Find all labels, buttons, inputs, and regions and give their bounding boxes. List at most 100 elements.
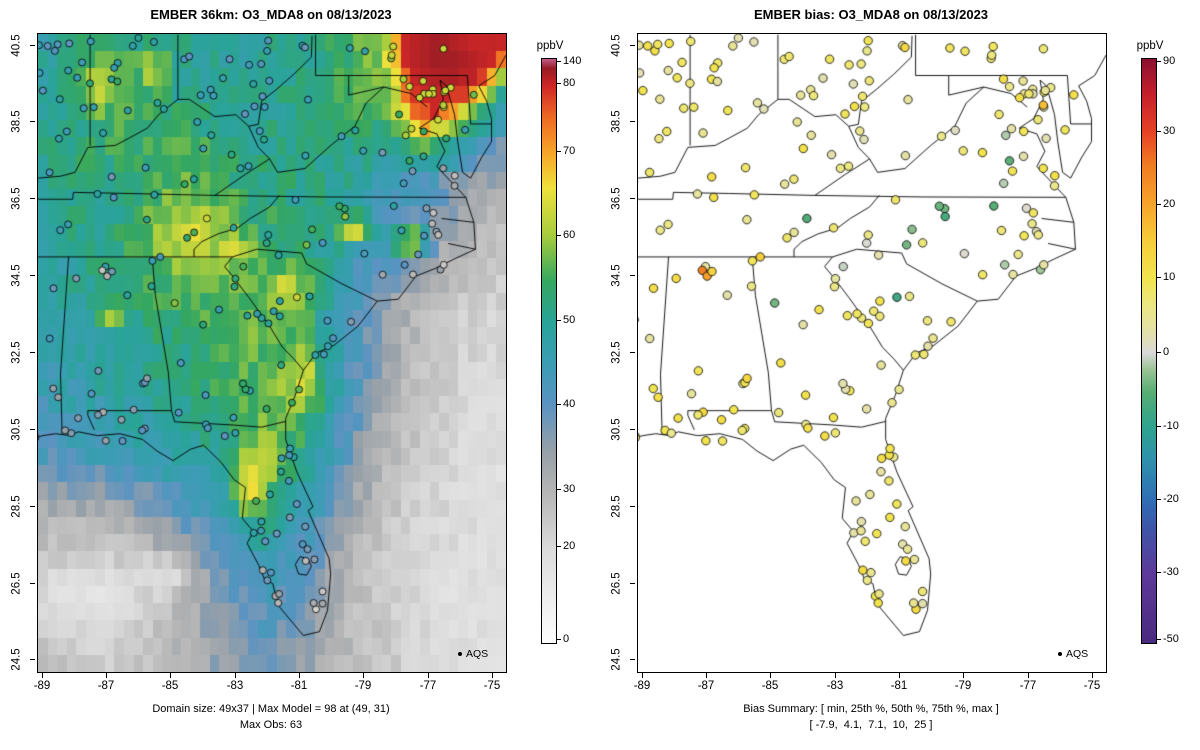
colorbar-tick-label: 90	[1163, 55, 1176, 67]
x-tick-mark	[1092, 673, 1093, 678]
x-tick-label: -75	[1083, 680, 1101, 692]
x-tick-mark	[706, 673, 707, 678]
colorbar-tick-mark	[1157, 61, 1161, 62]
colorbar-tick-label: 70	[563, 145, 576, 157]
y-tick-label: 38.5	[610, 110, 623, 133]
y-tick-label: 28.5	[610, 495, 623, 518]
colorbar-tick-mark	[1157, 352, 1161, 353]
y-tick-mark	[630, 429, 635, 430]
model-colorbar-unit: ppbV	[536, 40, 564, 52]
x-tick-mark	[42, 673, 43, 678]
aqs-dot-icon	[1058, 652, 1062, 656]
y-tick-mark	[630, 45, 635, 46]
x-tick-label: -81	[290, 680, 308, 692]
x-tick-mark	[1028, 673, 1029, 678]
colorbar-tick-mark	[557, 151, 561, 152]
y-tick-label: 30.5	[10, 418, 23, 441]
colorbar-tick-label: 60	[563, 229, 576, 241]
colorbar-tick-label: 80	[563, 77, 576, 89]
y-tick-label: 34.5	[10, 264, 23, 287]
model-caption-line2: Max Obs: 63	[239, 719, 303, 731]
colorbar-tick-label: 40	[563, 398, 576, 410]
y-tick-mark	[30, 352, 35, 353]
x-tick-label: -83	[826, 680, 844, 692]
colorbar-tick-label: -30	[1163, 566, 1179, 578]
colorbar-tick-mark	[1157, 204, 1161, 205]
x-tick-label: -89	[633, 680, 651, 692]
x-tick-mark	[899, 673, 900, 678]
y-tick-mark	[30, 429, 35, 430]
x-tick-label: -87	[97, 680, 115, 692]
model-panel-title: EMBER 36km: O3_MDA8 on 08/13/2023	[150, 7, 392, 22]
bias-panel-title: EMBER bias: O3_MDA8 on 08/13/2023	[753, 7, 989, 22]
y-tick-mark	[630, 506, 635, 507]
y-tick-label: 40.5	[610, 34, 623, 57]
colorbar-tick-mark	[557, 404, 561, 405]
x-tick-label: -79	[354, 680, 372, 692]
aqs-dot-icon	[458, 652, 462, 656]
x-tick-mark	[642, 673, 643, 678]
model-map-canvas	[37, 33, 507, 673]
colorbar-tick-mark	[557, 489, 561, 490]
y-tick-label: 38.5	[10, 110, 23, 133]
y-tick-mark	[630, 583, 635, 584]
colorbar-tick-label: -50	[1163, 633, 1179, 645]
colorbar-tick-mark	[557, 61, 561, 62]
x-tick-label: -75	[483, 680, 501, 692]
x-tick-label: -77	[1019, 680, 1037, 692]
x-tick-label: -87	[697, 680, 715, 692]
y-tick-label: 32.5	[610, 341, 623, 364]
x-tick-label: -77	[419, 680, 437, 692]
colorbar-tick-mark	[1157, 639, 1161, 640]
y-tick-label: 36.5	[610, 187, 623, 210]
colorbar-tick-mark	[557, 235, 561, 236]
bias-legend-label: AQS	[1066, 648, 1089, 660]
x-tick-label: -85	[161, 680, 179, 692]
x-tick-mark	[235, 673, 236, 678]
x-tick-label: -83	[226, 680, 244, 692]
y-tick-label: 36.5	[10, 187, 23, 210]
bias-caption-line2: [ -7.9, 4.1, 7.1, 10, 25 ]	[809, 719, 933, 731]
y-tick-mark	[30, 659, 35, 660]
x-tick-label: -89	[33, 680, 51, 692]
model-caption-line1: Domain size: 49x37 | Max Model = 98 at (…	[152, 703, 390, 715]
colorbar-tick-label: 20	[1163, 198, 1176, 210]
y-tick-label: 24.5	[10, 648, 23, 671]
x-tick-mark	[963, 673, 964, 678]
bias-map-canvas	[637, 33, 1107, 673]
colorbar-tick-mark	[557, 546, 561, 547]
model-legend: AQS	[458, 648, 488, 660]
colorbar-tick-label: 50	[563, 314, 576, 326]
y-tick-label: 32.5	[10, 341, 23, 364]
x-tick-label: -81	[890, 680, 908, 692]
x-tick-mark	[770, 673, 771, 678]
y-tick-label: 26.5	[10, 572, 23, 595]
colorbar-tick-mark	[557, 83, 561, 84]
colorbar-tick-label: 10	[1163, 271, 1176, 283]
y-tick-mark	[30, 121, 35, 122]
y-tick-label: 26.5	[610, 572, 623, 595]
x-tick-label: -85	[761, 680, 779, 692]
colorbar-tick-label: 0	[563, 633, 570, 645]
colorbar-tick-label: 30	[563, 483, 576, 495]
colorbar-tick-label: 20	[563, 540, 576, 552]
bias-colorbar-unit: ppbV	[1136, 40, 1164, 52]
y-tick-mark	[30, 45, 35, 46]
y-tick-mark	[630, 198, 635, 199]
colorbar-tick-mark	[1157, 426, 1161, 427]
x-tick-mark	[492, 673, 493, 678]
colorbar-tick-mark	[1157, 499, 1161, 500]
y-tick-mark	[30, 275, 35, 276]
colorbar-tick-mark	[1157, 131, 1161, 132]
y-tick-label: 34.5	[610, 264, 623, 287]
y-tick-label: 28.5	[10, 495, 23, 518]
colorbar-tick-mark	[1157, 277, 1161, 278]
x-tick-mark	[299, 673, 300, 678]
colorbar-tick-label: -20	[1163, 493, 1179, 505]
y-tick-label: 24.5	[610, 648, 623, 671]
y-tick-label: 30.5	[610, 418, 623, 441]
colorbar-tick-mark	[557, 639, 561, 640]
x-tick-mark	[106, 673, 107, 678]
y-tick-mark	[630, 121, 635, 122]
x-tick-mark	[428, 673, 429, 678]
